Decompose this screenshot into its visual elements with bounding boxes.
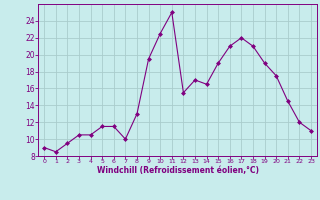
X-axis label: Windchill (Refroidissement éolien,°C): Windchill (Refroidissement éolien,°C) — [97, 166, 259, 175]
